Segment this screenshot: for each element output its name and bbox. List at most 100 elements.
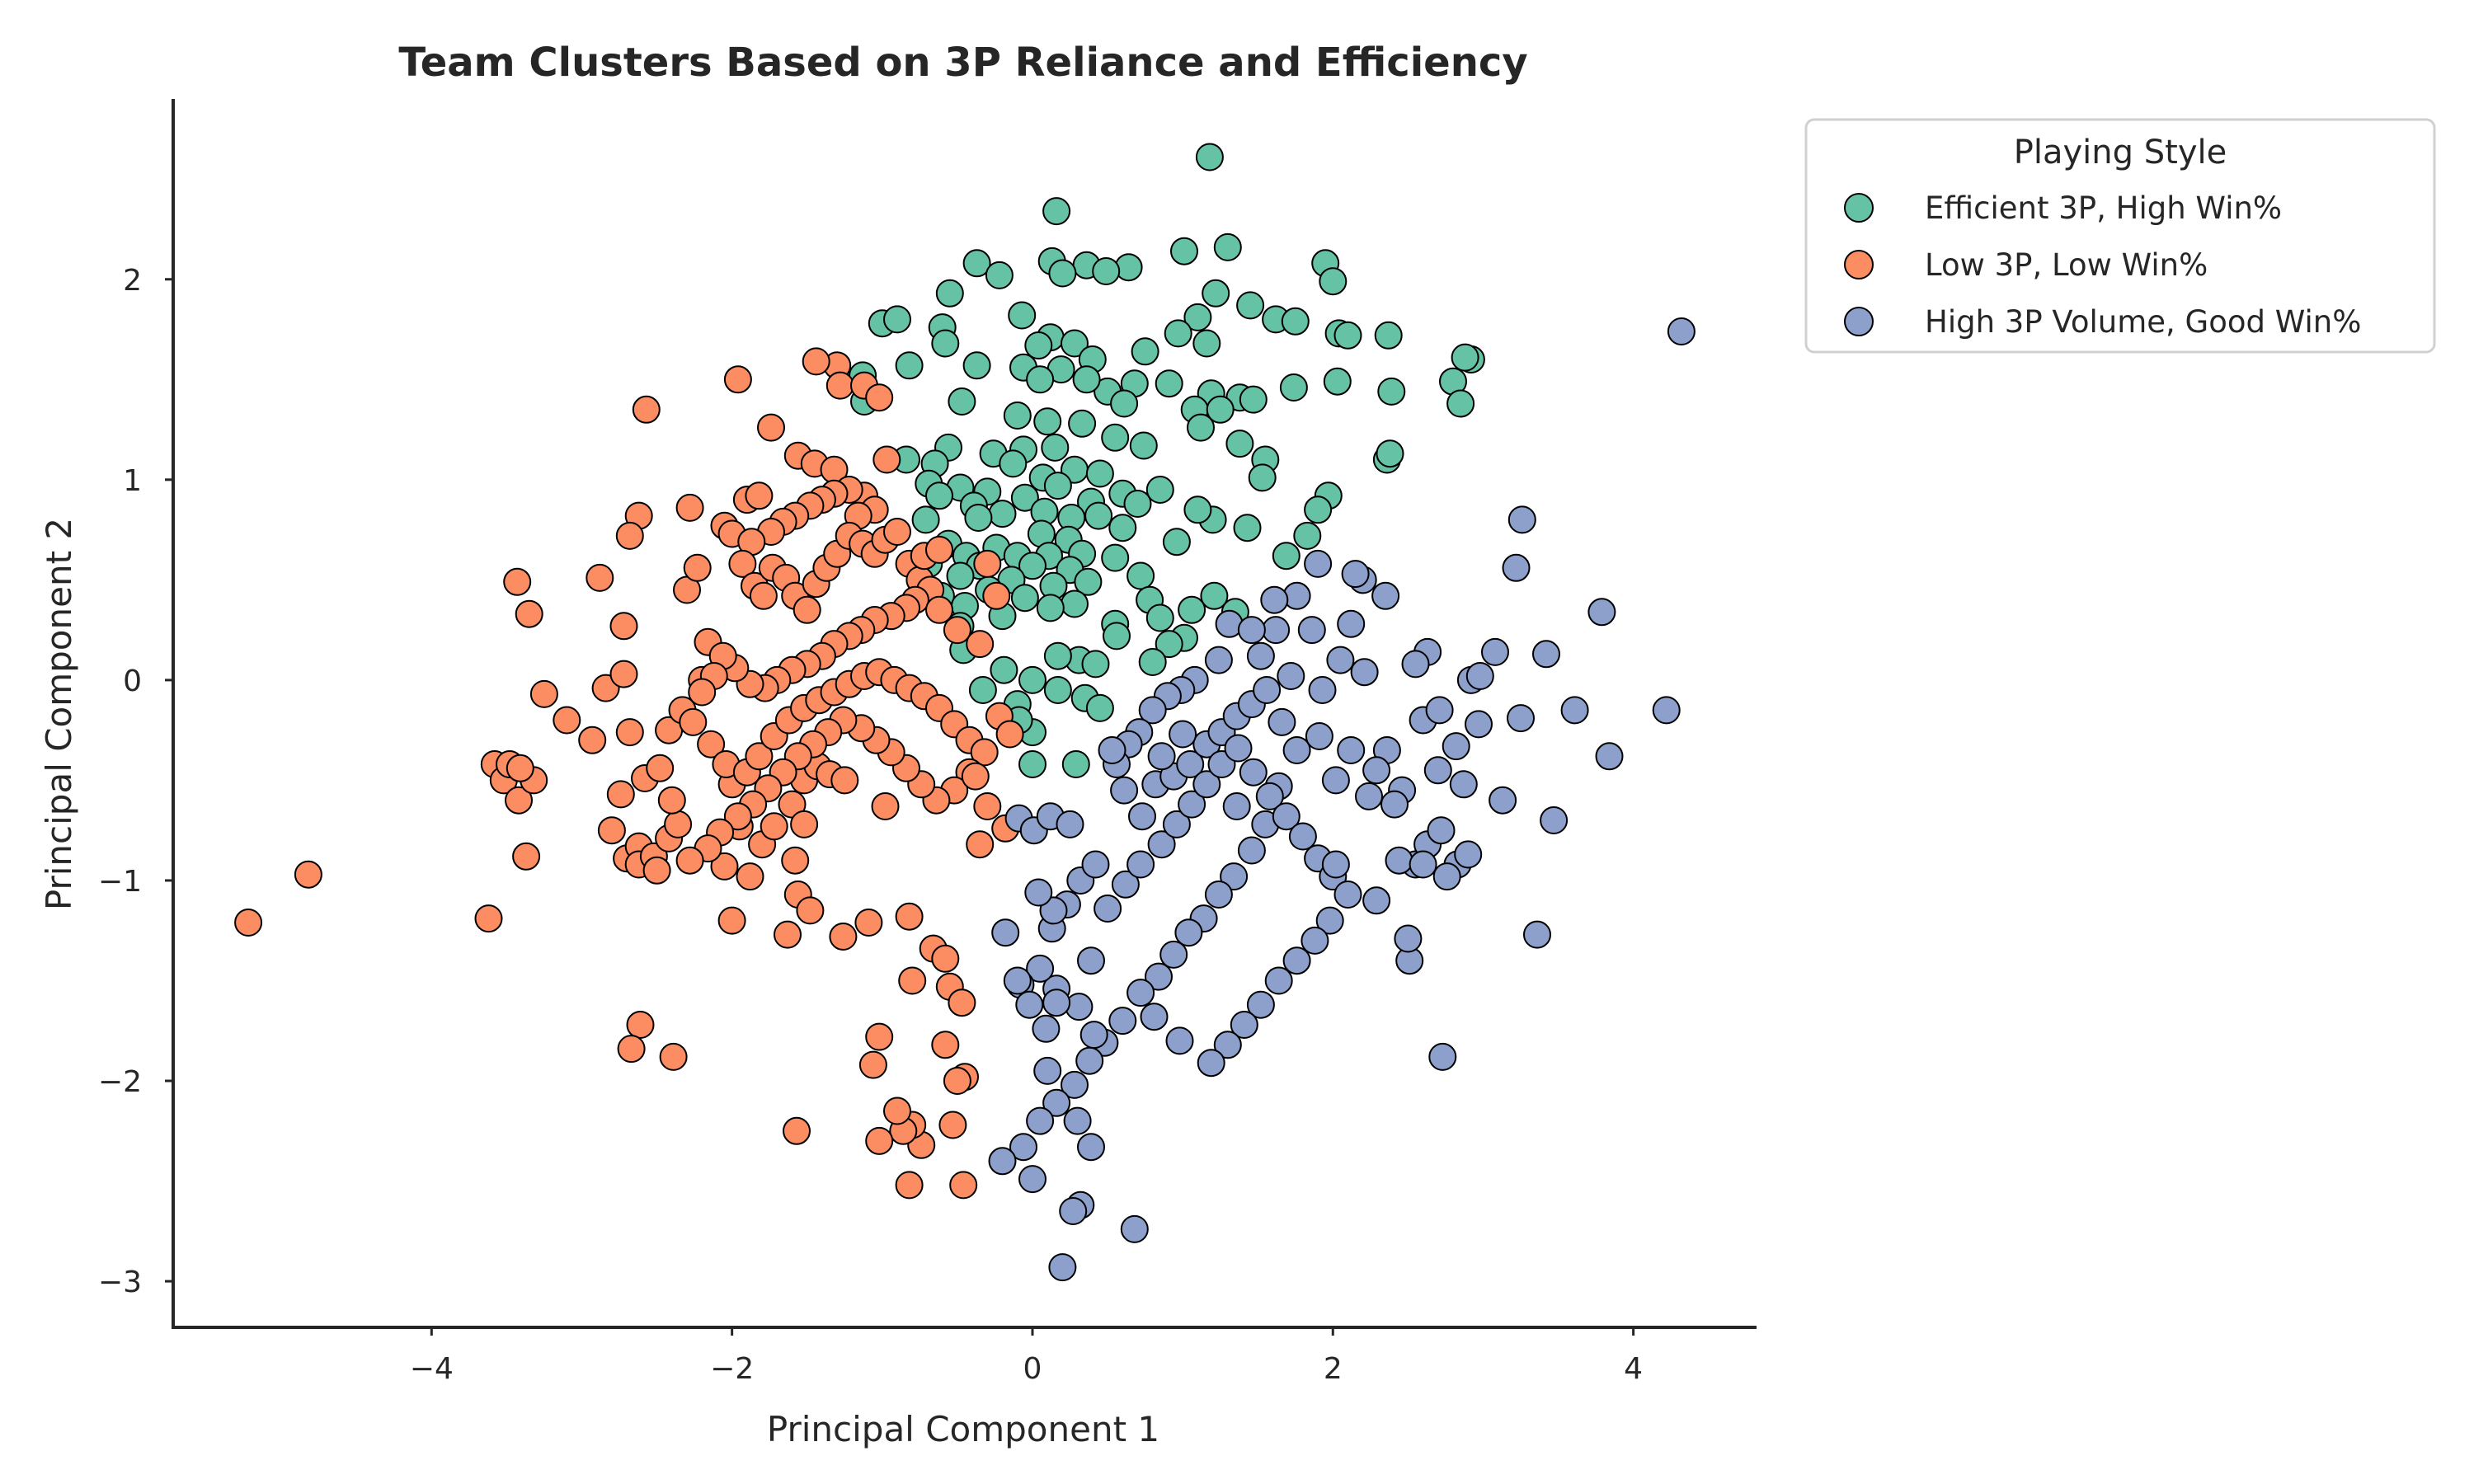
data-point bbox=[1043, 641, 1072, 670]
data-point bbox=[1323, 367, 1352, 396]
data-point bbox=[1048, 1253, 1077, 1282]
data-point bbox=[1253, 676, 1282, 704]
data-point bbox=[1164, 319, 1192, 348]
data-point bbox=[657, 786, 686, 815]
legend: Playing Style Efficient 3P, High Win% Low… bbox=[1804, 118, 2436, 354]
data-point bbox=[1061, 1070, 1089, 1099]
data-point bbox=[512, 842, 541, 871]
data-point bbox=[1225, 430, 1254, 458]
data-point bbox=[632, 395, 661, 424]
legend-frame bbox=[1804, 118, 2436, 354]
data-point bbox=[1281, 307, 1310, 336]
ticks: −4 −2 0 2 4 −3 −2 −1 0 1 2 bbox=[98, 264, 1643, 1386]
data-point bbox=[1204, 881, 1233, 909]
data-point bbox=[968, 676, 997, 704]
data-point bbox=[1042, 1088, 1071, 1117]
data-point bbox=[675, 493, 704, 522]
data-point bbox=[586, 563, 614, 592]
y-tick-label: 0 bbox=[123, 665, 142, 698]
data-point bbox=[1337, 736, 1366, 764]
data-point bbox=[1077, 946, 1105, 975]
data-point bbox=[1108, 514, 1137, 542]
data-point bbox=[1145, 603, 1174, 632]
data-point bbox=[1454, 840, 1483, 869]
data-point bbox=[1068, 409, 1097, 438]
data-point bbox=[642, 856, 671, 885]
legend-label: High 3P Volume, Good Win% bbox=[1925, 304, 2361, 340]
data-point bbox=[683, 553, 712, 582]
data-point bbox=[675, 846, 704, 875]
data-point bbox=[1432, 862, 1461, 891]
data-point bbox=[1009, 1133, 1037, 1162]
data-point bbox=[1502, 553, 1531, 582]
data-point bbox=[1120, 1214, 1149, 1243]
x-tick-label: 0 bbox=[1023, 1352, 1042, 1386]
data-point bbox=[1449, 770, 1478, 799]
data-point bbox=[1145, 476, 1174, 504]
data-point bbox=[1155, 369, 1183, 398]
data-point bbox=[1042, 989, 1071, 1017]
data-point bbox=[1321, 850, 1350, 879]
data-point bbox=[609, 612, 638, 641]
data-point bbox=[829, 923, 858, 951]
data-point bbox=[781, 846, 810, 875]
legend-marker bbox=[1844, 193, 1874, 223]
data-point bbox=[1126, 850, 1155, 879]
data-point bbox=[1026, 1106, 1055, 1135]
data-point bbox=[783, 1116, 811, 1145]
data-point bbox=[1094, 895, 1122, 923]
y-tick-label: −2 bbox=[98, 1065, 142, 1099]
data-point bbox=[854, 909, 883, 937]
data-point bbox=[1147, 742, 1176, 771]
data-point bbox=[474, 904, 503, 933]
data-point bbox=[1272, 542, 1300, 571]
data-point bbox=[948, 387, 976, 416]
data-point bbox=[1451, 343, 1479, 372]
data-point bbox=[1145, 962, 1173, 991]
data-point bbox=[506, 754, 534, 782]
data-point bbox=[1077, 1133, 1105, 1162]
y-tick-label: 2 bbox=[123, 264, 142, 298]
data-point bbox=[938, 1111, 967, 1139]
y-tick-label: −3 bbox=[98, 1266, 142, 1299]
data-point bbox=[1170, 237, 1198, 265]
data-point bbox=[1446, 389, 1475, 418]
data-point bbox=[1213, 232, 1242, 261]
data-point bbox=[883, 1097, 911, 1125]
data-point bbox=[1376, 439, 1404, 468]
data-point bbox=[1103, 622, 1131, 650]
data-point bbox=[1018, 552, 1047, 580]
data-point bbox=[1192, 329, 1221, 358]
data-point bbox=[1239, 758, 1268, 787]
data-point bbox=[1300, 926, 1329, 955]
data-point bbox=[1024, 331, 1053, 359]
legend-label: Efficient 3P, High Win% bbox=[1925, 190, 2282, 226]
data-point bbox=[1288, 822, 1317, 851]
data-point bbox=[990, 655, 1018, 684]
data-point bbox=[1183, 495, 1212, 524]
data-point bbox=[1084, 501, 1113, 530]
data-point bbox=[1197, 1049, 1225, 1078]
data-point bbox=[1377, 377, 1406, 406]
data-point bbox=[1308, 676, 1337, 704]
data-point bbox=[1075, 1046, 1104, 1075]
data-point bbox=[615, 521, 644, 550]
data-point bbox=[1101, 423, 1130, 452]
data-point bbox=[1126, 979, 1155, 1007]
data-point bbox=[1304, 549, 1333, 578]
data-point bbox=[1481, 637, 1509, 666]
data-point bbox=[1507, 505, 1536, 534]
data-point bbox=[1236, 291, 1265, 320]
series-1 bbox=[849, 143, 1485, 778]
data-point bbox=[1169, 720, 1197, 749]
data-point bbox=[1003, 402, 1032, 430]
data-point bbox=[617, 1035, 646, 1064]
data-point bbox=[1147, 830, 1176, 859]
data-point bbox=[1195, 143, 1224, 171]
data-point bbox=[578, 726, 607, 754]
data-point bbox=[1048, 259, 1077, 288]
x-tick-label: 4 bbox=[1624, 1352, 1643, 1386]
data-point bbox=[1233, 514, 1262, 542]
data-point bbox=[802, 347, 830, 376]
